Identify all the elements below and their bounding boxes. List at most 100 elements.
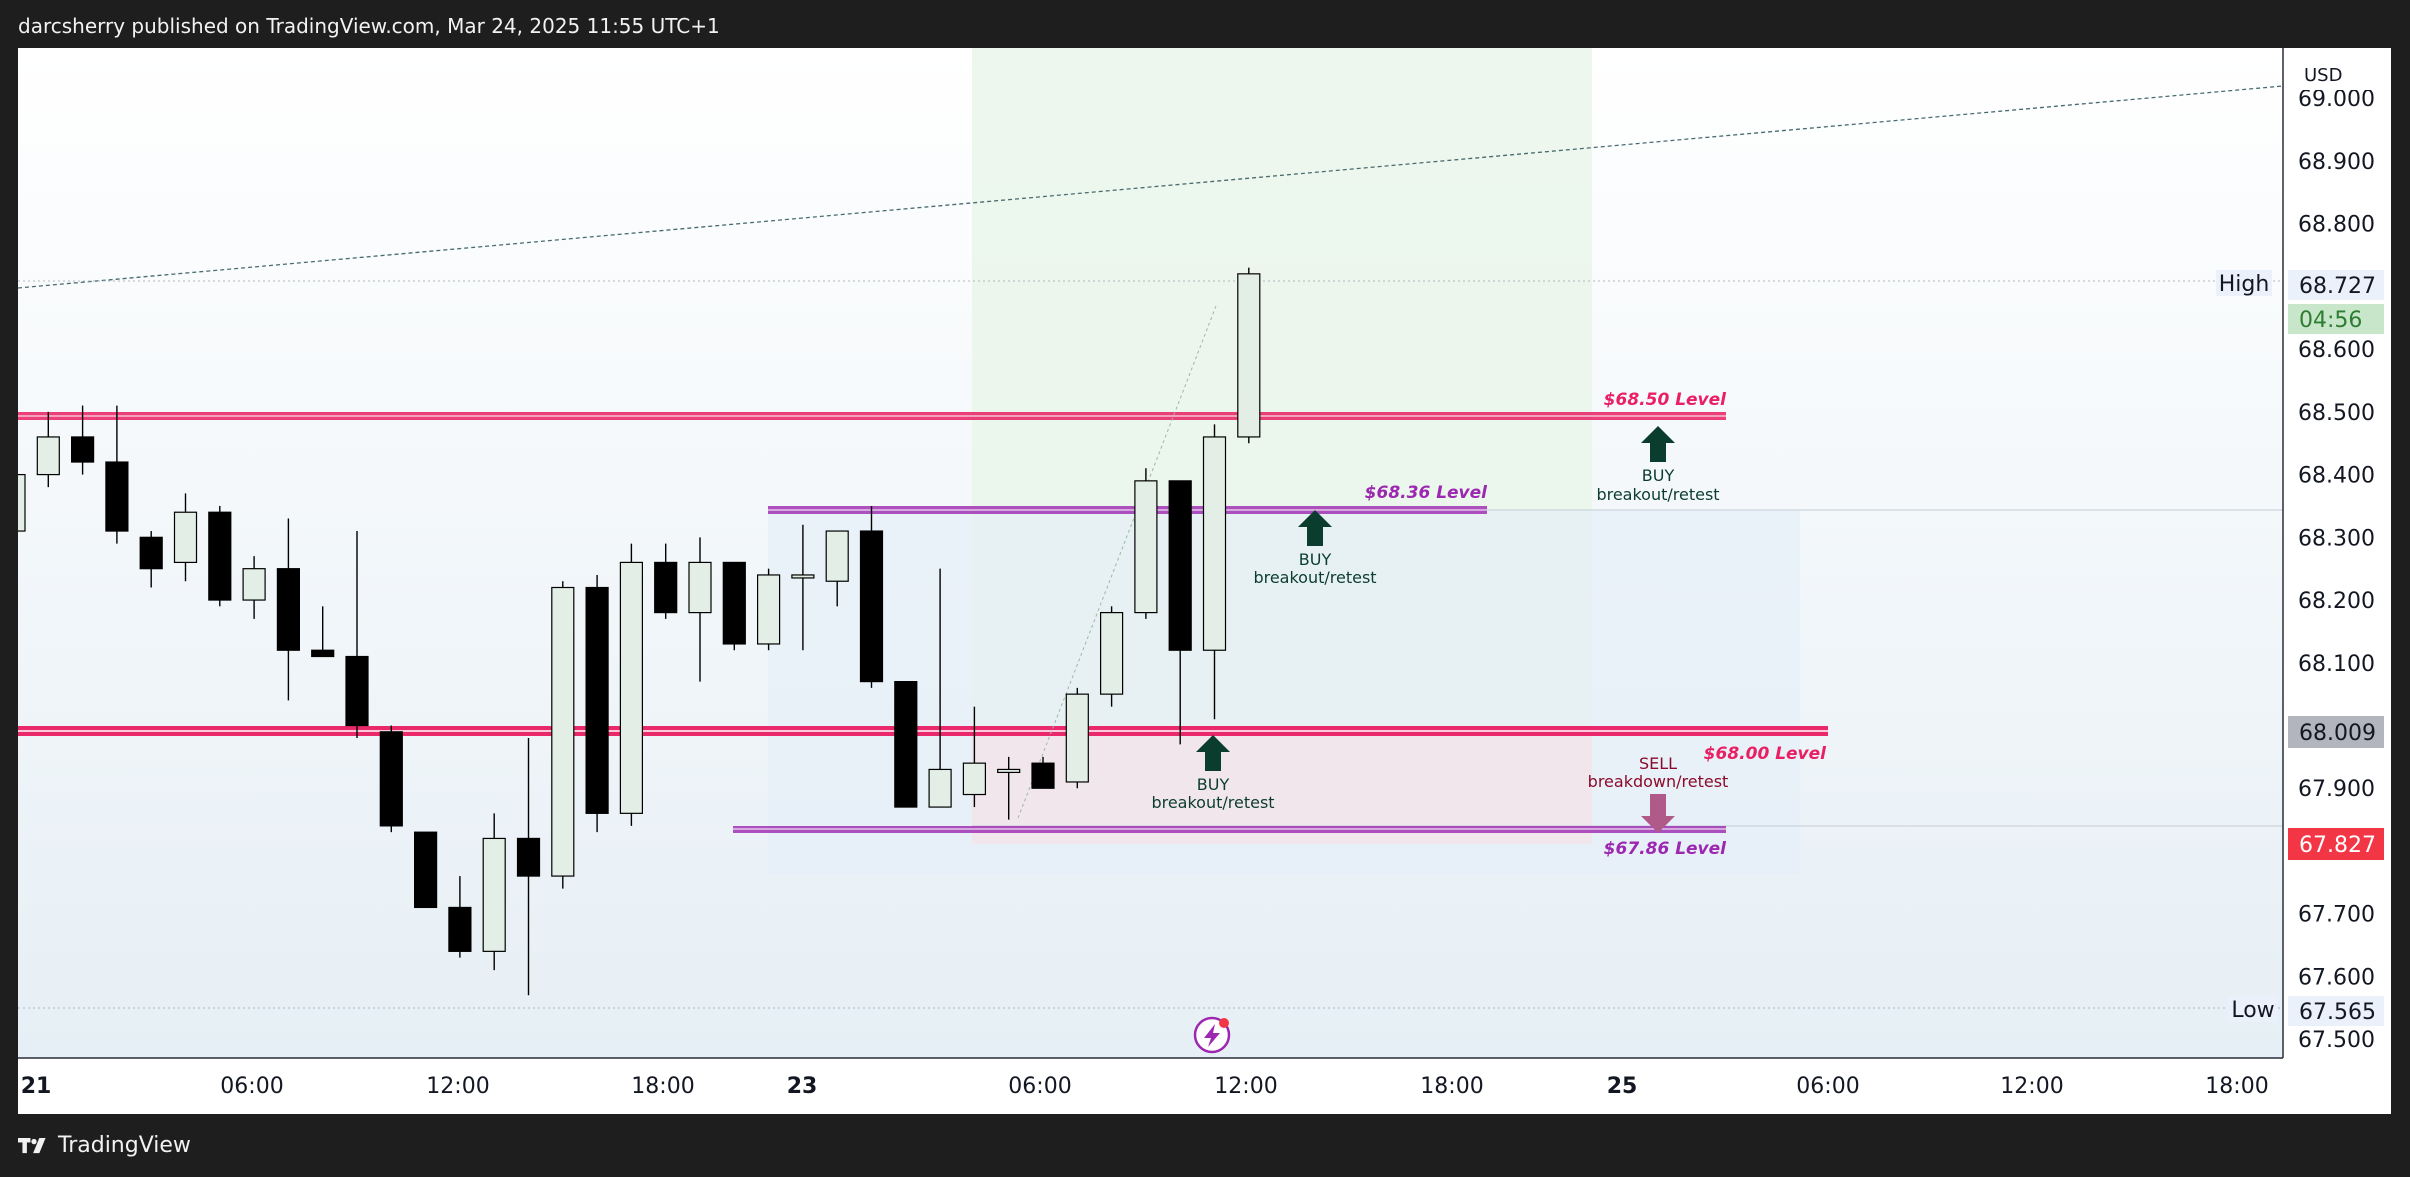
tradingview-brand[interactable]: TradingView: [18, 1133, 191, 1158]
countdown-bg: [2288, 304, 2384, 334]
candle-bull[interactable]: [756, 574, 781, 645]
price-tick: 68.400: [2298, 464, 2375, 489]
last-price-bg: [2288, 716, 2384, 748]
sell-label: SELL: [1639, 754, 1677, 773]
buy-sublabel: breakout/retest: [1253, 568, 1376, 587]
currency-label[interactable]: USD: [2304, 65, 2342, 86]
buy-sublabel: breakout/retest: [1596, 485, 1719, 504]
buy-arrow-icon: [1641, 426, 1675, 462]
price-tick: 68.100: [2298, 652, 2375, 677]
chart-frame[interactable]: $68.50 Level $68.36 Level $68.00 Level $…: [18, 48, 2391, 1114]
time-label: 12:00: [426, 1074, 489, 1099]
candle-bull[interactable]: [551, 586, 575, 877]
candle-bull[interactable]: [825, 530, 849, 582]
time-label: 18:00: [2205, 1074, 2268, 1099]
low-tag: Low: [2231, 998, 2274, 1023]
tradingview-logo-icon: [18, 1137, 46, 1153]
candle-bull[interactable]: [791, 574, 815, 579]
candle-bull[interactable]: [1099, 611, 1124, 695]
time-label-23: 23: [787, 1074, 818, 1099]
candle-bear[interactable]: [1168, 480, 1192, 651]
candle-bull[interactable]: [242, 568, 266, 601]
candle-bull[interactable]: [619, 561, 644, 814]
event-lightning-icon[interactable]: [1193, 1016, 1231, 1054]
buy-sublabel: breakout/retest: [1151, 793, 1274, 812]
trend-line[interactable]: [18, 85, 2284, 289]
candle-bull[interactable]: [1237, 273, 1261, 438]
candle-bull[interactable]: [1134, 480, 1158, 614]
candle-bear[interactable]: [1031, 762, 1055, 789]
publisher-caption: darcsherry published on TradingView.com,…: [18, 14, 720, 38]
candle-bull[interactable]: [962, 762, 987, 796]
low-value-bg: [2288, 996, 2384, 1026]
price-tick: 68.300: [2298, 526, 2375, 551]
countdown: 04:56: [2299, 308, 2362, 333]
level-label-6786: $67.86 Level: [1604, 839, 1727, 859]
high-value: 68.727: [2299, 274, 2376, 299]
candle-bear[interactable]: [448, 906, 472, 952]
candle-bull[interactable]: [36, 436, 60, 476]
candle-bear[interactable]: [105, 461, 129, 532]
candle-bull[interactable]: [997, 768, 1021, 774]
candle-bull[interactable]: [1202, 436, 1227, 651]
time-label-21: 21: [21, 1074, 52, 1099]
price-tick: 67.500: [2298, 1028, 2375, 1053]
candle-bull[interactable]: [18, 473, 26, 532]
high-tag-bg: [2216, 270, 2272, 296]
candle-bear[interactable]: [654, 561, 678, 614]
candle-bear[interactable]: [722, 561, 746, 645]
price-tick: 68.600: [2298, 338, 2375, 363]
red-price: 67.827: [2299, 833, 2376, 858]
level-label-6850: $68.50 Level: [1604, 390, 1727, 410]
buy-signal-6836[interactable]: BUY breakout/retest: [1253, 510, 1377, 587]
candle-bear[interactable]: [894, 681, 918, 808]
buy-arrow-icon: [1196, 735, 1230, 771]
candle-bull[interactable]: [173, 511, 198, 564]
candle-bear[interactable]: [585, 586, 609, 814]
buy-signal-6800[interactable]: BUY breakout/retest: [1151, 735, 1275, 812]
axis-corner: [2283, 1058, 2391, 1114]
candle-bear[interactable]: [859, 530, 884, 683]
candle-bull[interactable]: [928, 768, 952, 808]
currency-box[interactable]: [2290, 58, 2384, 90]
candle-bear[interactable]: [414, 831, 438, 909]
high-value-bg: [2288, 270, 2384, 300]
time-label: 06:00: [1008, 1074, 1071, 1099]
candle-bear[interactable]: [208, 511, 232, 601]
time-axis-labels: 21 06:00 12:00 18:00 23 06:00 12:00 18:0…: [21, 1074, 2269, 1099]
buy-label: BUY: [1197, 775, 1230, 794]
high-tag: High: [2219, 272, 2270, 297]
time-label: 18:00: [1420, 1074, 1483, 1099]
time-label: 18:00: [631, 1074, 694, 1099]
price-tick: 68.200: [2298, 589, 2375, 614]
price-tick: 67.700: [2298, 903, 2375, 928]
candle-bear[interactable]: [311, 649, 335, 658]
time-label: 12:00: [1214, 1074, 1277, 1099]
candle-bear[interactable]: [379, 731, 403, 827]
price-axis-panel[interactable]: [2283, 48, 2391, 1114]
level-label-6836: $68.36 Level: [1365, 483, 1488, 503]
sell-signal-6786[interactable]: SELL breakdown/retest: [1588, 754, 1729, 833]
level-label-6800: $68.00 Level: [1704, 744, 1827, 764]
candle-bear[interactable]: [276, 568, 300, 651]
buy-arrow-icon: [1298, 510, 1332, 546]
candles-group: [18, 267, 1261, 996]
time-label: 06:00: [1796, 1074, 1859, 1099]
candle-bull[interactable]: [1065, 693, 1089, 783]
candle-bear[interactable]: [516, 837, 541, 877]
buy-signal-6850[interactable]: BUY breakout/retest: [1596, 426, 1720, 504]
low-tag-bg: [2228, 996, 2278, 1022]
sell-arrow-icon: [1641, 794, 1675, 833]
candle-bear[interactable]: [345, 655, 369, 727]
candle-bear[interactable]: [70, 436, 95, 463]
buy-label: BUY: [1642, 466, 1675, 485]
sell-sublabel: breakdown/retest: [1588, 772, 1729, 791]
price-tick: 67.600: [2298, 965, 2375, 990]
time-axis-panel[interactable]: [18, 1058, 2283, 1114]
candle-bear[interactable]: [139, 536, 163, 570]
candle-bull[interactable]: [688, 561, 712, 614]
candle-bull[interactable]: [482, 837, 506, 952]
candlestick-chart[interactable]: $68.50 Level $68.36 Level $68.00 Level $…: [18, 48, 2391, 1114]
projection-line: [1017, 305, 1217, 819]
buy-label: BUY: [1299, 550, 1332, 569]
